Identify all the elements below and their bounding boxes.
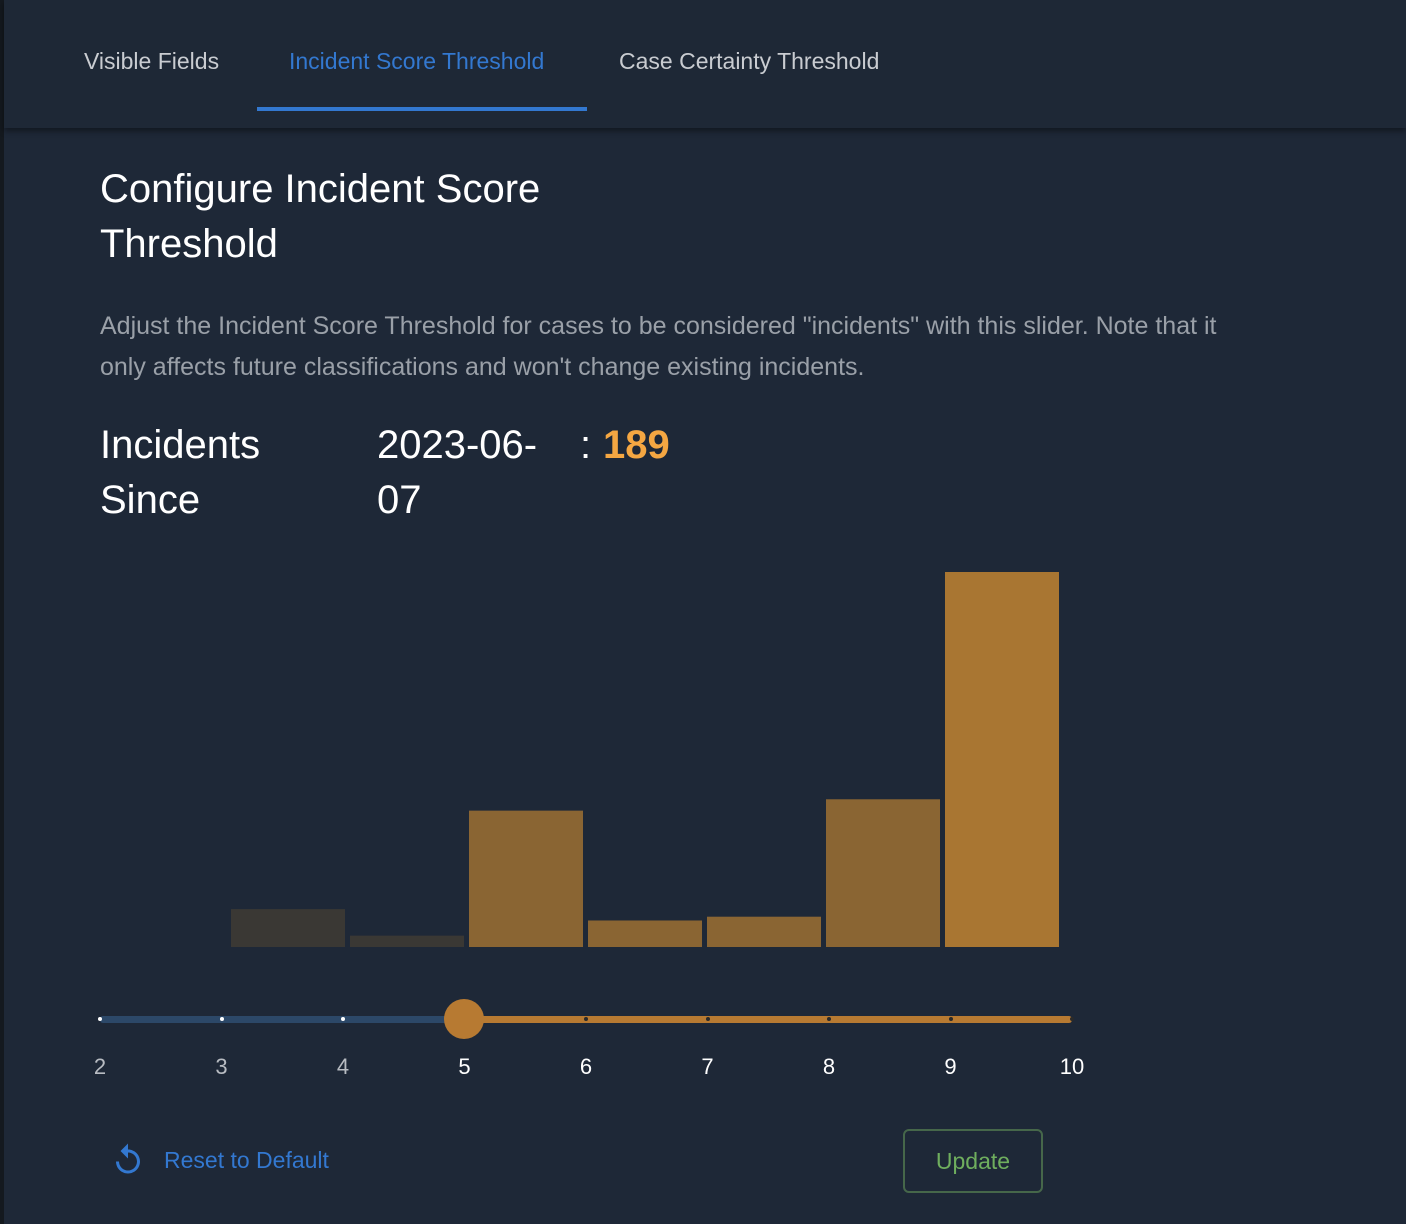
undo-icon — [116, 1143, 140, 1174]
page-title: Configure Incident Score Threshold — [100, 167, 541, 266]
slider-tick-label: 6 — [579, 1054, 593, 1079]
incidents-since-label: Incidents Since — [100, 423, 261, 522]
tab-bar: Visible Fields Incident Score Threshold … — [4, 0, 1406, 128]
slider-tick-label: 9 — [944, 1054, 957, 1079]
incident-count: 189 — [603, 423, 670, 467]
slider-track-active[interactable] — [464, 1016, 1072, 1023]
slider-tick-label: 5 — [458, 1054, 471, 1079]
slider-tick-label: 3 — [215, 1054, 228, 1079]
incidents-colon: : — [580, 423, 592, 467]
update-button[interactable]: Update — [903, 1129, 1043, 1193]
tab-case-certainty-threshold[interactable]: Case Certainty Threshold — [619, 48, 880, 74]
histogram-bar — [231, 909, 345, 947]
incidents-since-date: 2023-06-07 — [377, 423, 538, 522]
score-histogram — [231, 572, 1059, 947]
slider-mark — [827, 1017, 831, 1021]
reset-to-default-button[interactable]: Reset to Default — [110, 1142, 329, 1178]
slider-mark — [1070, 1017, 1074, 1021]
slider-tick-label: 4 — [336, 1054, 350, 1079]
histogram-bar — [826, 799, 940, 947]
histogram-bar — [350, 935, 464, 947]
slider-mark — [948, 1017, 953, 1021]
histogram-bar — [469, 810, 583, 947]
slider-thumb[interactable] — [444, 999, 484, 1039]
tab-visible-fields[interactable]: Visible Fields — [84, 48, 220, 74]
window-edge — [0, 0, 4, 1224]
active-tab-indicator — [257, 107, 587, 111]
slider-mark — [219, 1017, 224, 1021]
slider-tick-label: 2 — [93, 1054, 107, 1079]
slider-tick-label: 8 — [822, 1054, 836, 1079]
slider-mark — [705, 1017, 710, 1021]
histogram-bar — [945, 572, 1059, 947]
slider-mark — [341, 1017, 345, 1021]
description: Adjust the Incident Score Threshold for … — [100, 312, 1217, 381]
slider-mark — [584, 1017, 588, 1021]
histogram-bar — [588, 920, 702, 947]
reset-label: Reset to Default — [164, 1146, 329, 1173]
tab-incident-score-threshold[interactable]: Incident Score Threshold — [289, 48, 545, 74]
slider-tick-label: 7 — [701, 1054, 714, 1079]
slider-tick-label: 10 — [1059, 1054, 1085, 1079]
histogram-bar — [707, 916, 821, 947]
slider-mark — [98, 1017, 102, 1021]
slider-track-inactive[interactable] — [100, 1016, 464, 1023]
